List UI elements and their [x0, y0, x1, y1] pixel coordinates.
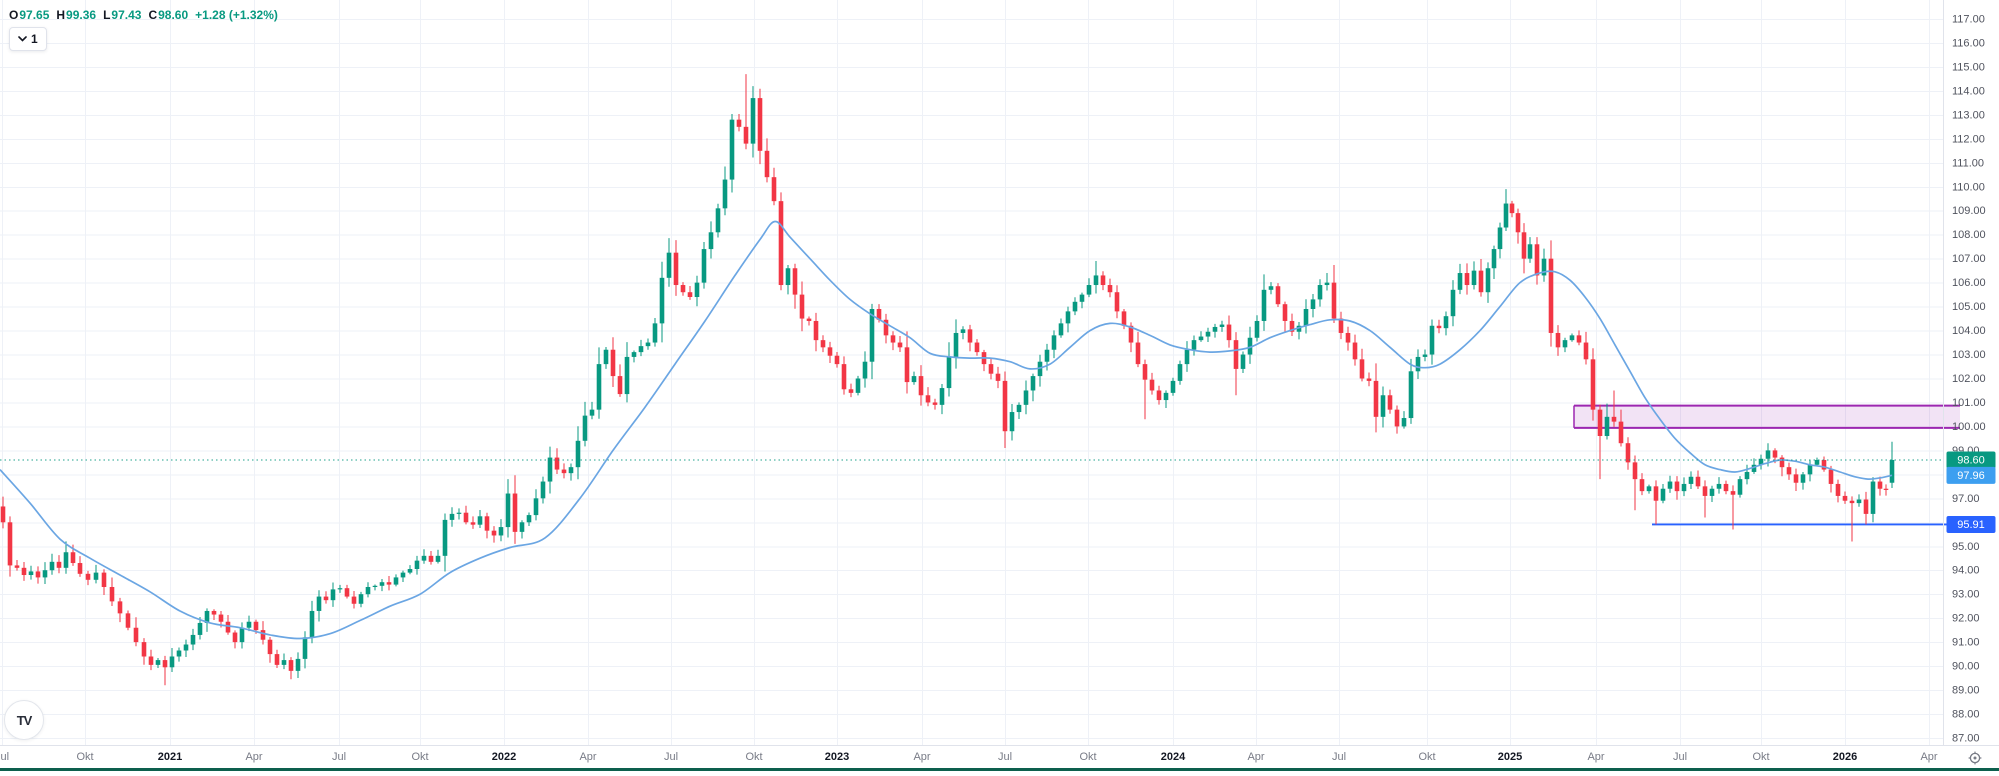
svg-text:87.00: 87.00: [1952, 732, 1980, 744]
svg-text:Apr: Apr: [1920, 751, 1937, 763]
last-price-badge: 98.60: [1946, 451, 1996, 469]
svg-text:94.00: 94.00: [1952, 565, 1980, 577]
supply-zone-rectangle[interactable]: [1573, 404, 1960, 429]
svg-text:106.00: 106.00: [1952, 277, 1986, 289]
svg-text:Jul: Jul: [998, 751, 1012, 763]
low-label: L: [103, 8, 111, 22]
svg-text:Okt: Okt: [745, 751, 762, 763]
svg-text:107.00: 107.00: [1952, 253, 1986, 265]
bottom-accent-bar: [0, 768, 1999, 771]
svg-text:Apr: Apr: [1587, 751, 1604, 763]
close-label: C: [148, 8, 158, 22]
svg-text:2024: 2024: [1161, 751, 1186, 763]
svg-text:2025: 2025: [1498, 751, 1522, 763]
svg-text:97.00: 97.00: [1952, 493, 1980, 505]
svg-text:92.00: 92.00: [1952, 613, 1980, 625]
svg-text:113.00: 113.00: [1952, 109, 1985, 121]
svg-text:Okt: Okt: [76, 751, 93, 763]
svg-text:Okt: Okt: [1752, 751, 1769, 763]
svg-text:100.00: 100.00: [1952, 421, 1986, 433]
svg-text:102.00: 102.00: [1952, 373, 1986, 385]
close-pair: C 98.60: [148, 8, 188, 22]
open-value: 97.65: [19, 8, 50, 22]
high-pair: H 99.36: [56, 8, 96, 22]
open-pair: O 97.65: [9, 8, 49, 22]
moving-average-line[interactable]: [0, 220, 1893, 640]
low-pair: L 97.43: [103, 8, 141, 22]
interval-dropdown-button[interactable]: 1: [9, 27, 47, 51]
svg-text:104.00: 104.00: [1952, 325, 1986, 337]
svg-text:2022: 2022: [492, 751, 516, 763]
open-label: O: [9, 8, 19, 22]
time-axis-labels: Jul Okt 2021 Apr Jul Okt 2022 Apr Jul Okt 2023 Apr J…: [0, 751, 1938, 763]
svg-text:Jul: Jul: [1332, 751, 1346, 763]
svg-text:103.00: 103.00: [1952, 349, 1986, 361]
support-price-badge: 95.91: [1946, 515, 1996, 533]
svg-text:108.00: 108.00: [1952, 229, 1986, 241]
svg-text:105.00: 105.00: [1952, 301, 1986, 313]
chevron-down-icon: [18, 36, 27, 42]
svg-text:111.00: 111.00: [1952, 157, 1984, 169]
svg-text:112.00: 112.00: [1952, 133, 1985, 145]
svg-text:115.00: 115.00: [1952, 61, 1985, 73]
low-value: 97.43: [111, 8, 142, 22]
svg-text:2021: 2021: [158, 751, 182, 763]
svg-text:95.91: 95.91: [1957, 519, 1985, 531]
svg-text:Jul: Jul: [1673, 751, 1687, 763]
svg-text:Okt: Okt: [1418, 751, 1435, 763]
svg-text:Okt: Okt: [1079, 751, 1096, 763]
svg-text:2023: 2023: [825, 751, 849, 763]
svg-text:Apr: Apr: [579, 751, 596, 763]
svg-text:Apr: Apr: [913, 751, 930, 763]
price-axis[interactable]: [1943, 0, 1999, 745]
svg-text:Jul: Jul: [664, 751, 678, 763]
svg-text:97.96: 97.96: [1957, 470, 1985, 482]
tradingview-logo[interactable]: TV: [4, 700, 44, 740]
time-axis[interactable]: [0, 745, 1999, 768]
interval-label: 1: [31, 32, 38, 46]
svg-text:91.00: 91.00: [1952, 637, 1980, 649]
high-label: H: [56, 8, 66, 22]
grid: [0, 0, 1943, 745]
svg-text:2026: 2026: [1833, 751, 1857, 763]
change-value: +1.28 (+1.32%): [195, 8, 278, 22]
svg-text:110.00: 110.00: [1952, 181, 1985, 193]
time-axis-settings-button[interactable]: [1967, 750, 1982, 765]
svg-text:114.00: 114.00: [1952, 85, 1985, 97]
svg-text:Apr: Apr: [1247, 751, 1264, 763]
svg-text:116.00: 116.00: [1952, 37, 1985, 49]
svg-text:109.00: 109.00: [1952, 205, 1986, 217]
svg-text:Jul: Jul: [332, 751, 346, 763]
close-value: 98.60: [158, 8, 189, 22]
ma-value-badge: 97.96: [1946, 466, 1996, 484]
svg-text:90.00: 90.00: [1952, 661, 1980, 673]
svg-text:98.60: 98.60: [1957, 454, 1985, 466]
svg-text:93.00: 93.00: [1952, 589, 1980, 601]
high-value: 99.36: [66, 8, 97, 22]
gear-icon: [1968, 751, 1981, 764]
svg-text:89.00: 89.00: [1952, 685, 1980, 697]
svg-text:95.00: 95.00: [1952, 541, 1980, 553]
svg-text:Jul: Jul: [0, 751, 9, 763]
svg-text:Okt: Okt: [411, 751, 428, 763]
tradingview-logo-text: TV: [16, 712, 33, 728]
svg-text:88.00: 88.00: [1952, 709, 1980, 721]
svg-text:101.00: 101.00: [1952, 397, 1986, 409]
svg-text:Apr: Apr: [245, 751, 262, 763]
candles-series: [0, 74, 1895, 686]
svg-text:117.00: 117.00: [1952, 14, 1985, 26]
ohlc-legend: O 97.65 H 99.36 L 97.43 C 98.60 +1.28 (+1.32…: [9, 8, 278, 22]
